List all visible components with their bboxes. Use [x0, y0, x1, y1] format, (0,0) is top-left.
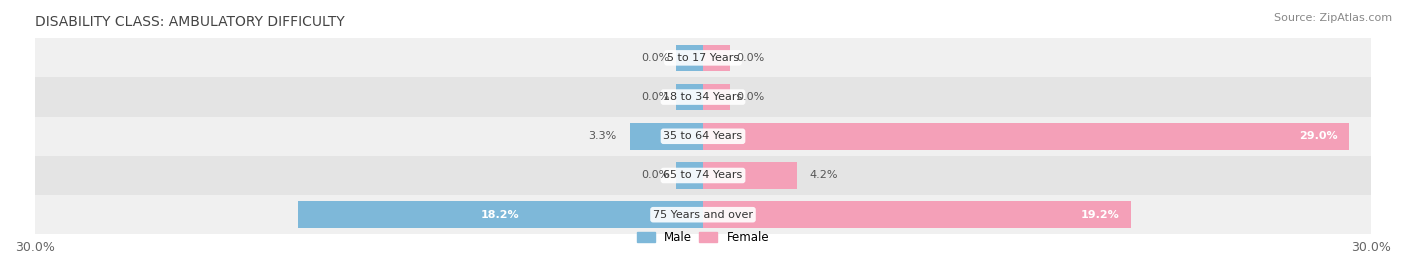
- Text: 4.2%: 4.2%: [810, 171, 838, 180]
- Text: 35 to 64 Years: 35 to 64 Years: [664, 131, 742, 141]
- Bar: [298, 201, 703, 228]
- Bar: [703, 84, 730, 110]
- Bar: [35, 156, 1371, 195]
- Bar: [35, 117, 1371, 156]
- Text: 75 Years and over: 75 Years and over: [652, 210, 754, 220]
- Bar: [703, 123, 1348, 150]
- Bar: [676, 162, 703, 189]
- Text: 0.0%: 0.0%: [737, 53, 765, 63]
- Text: 0.0%: 0.0%: [641, 53, 669, 63]
- Text: 29.0%: 29.0%: [1299, 131, 1337, 141]
- Text: 5 to 17 Years: 5 to 17 Years: [666, 53, 740, 63]
- Bar: [630, 123, 703, 150]
- Text: 3.3%: 3.3%: [588, 131, 616, 141]
- Text: 19.2%: 19.2%: [1081, 210, 1119, 220]
- Bar: [703, 201, 1130, 228]
- Bar: [35, 195, 1371, 234]
- Text: DISABILITY CLASS: AMBULATORY DIFFICULTY: DISABILITY CLASS: AMBULATORY DIFFICULTY: [35, 15, 344, 29]
- Bar: [676, 45, 703, 71]
- Bar: [35, 77, 1371, 117]
- Text: 18 to 34 Years: 18 to 34 Years: [664, 92, 742, 102]
- Bar: [35, 38, 1371, 77]
- Bar: [703, 162, 797, 189]
- Text: Source: ZipAtlas.com: Source: ZipAtlas.com: [1274, 13, 1392, 23]
- Text: 0.0%: 0.0%: [641, 92, 669, 102]
- Text: 0.0%: 0.0%: [737, 92, 765, 102]
- Text: 0.0%: 0.0%: [641, 171, 669, 180]
- Text: 18.2%: 18.2%: [481, 210, 520, 220]
- Bar: [676, 84, 703, 110]
- Legend: Male, Female: Male, Female: [633, 226, 773, 249]
- Bar: [703, 45, 730, 71]
- Text: 65 to 74 Years: 65 to 74 Years: [664, 171, 742, 180]
